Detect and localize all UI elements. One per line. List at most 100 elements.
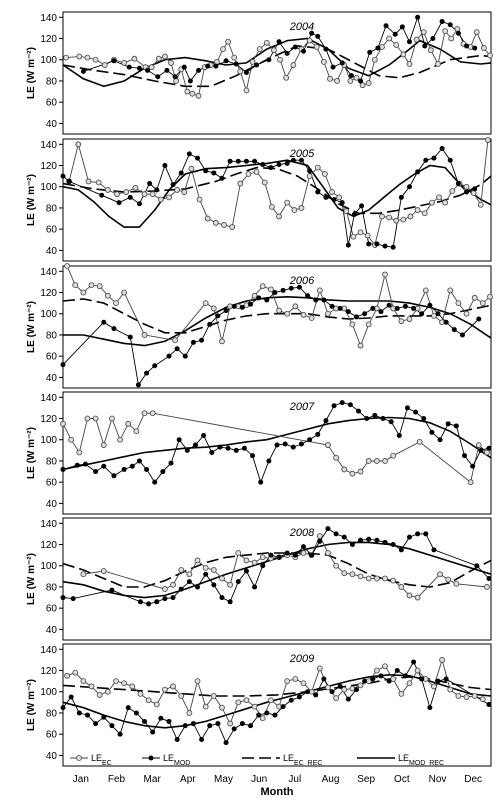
legend-swatch-marker — [76, 755, 82, 761]
mod-point — [101, 463, 107, 469]
ec-point — [333, 454, 340, 461]
ec-point — [406, 680, 413, 687]
ec-point — [210, 567, 217, 573]
mod-point — [74, 462, 80, 468]
mod-point — [378, 309, 384, 315]
series-line-mod — [62, 402, 490, 484]
y-axis-label: LE (W m⁻²) — [26, 174, 37, 226]
ec-point — [76, 53, 83, 60]
mod-point — [470, 463, 476, 469]
ec-point — [227, 581, 234, 588]
ec-point — [442, 28, 449, 34]
ec-point — [284, 310, 291, 317]
ec-point — [162, 586, 168, 592]
mod-point — [111, 58, 117, 64]
ec-point — [261, 179, 268, 186]
mod-point — [413, 409, 419, 415]
y-tick-label: 120 — [40, 414, 57, 425]
ec-point — [85, 178, 92, 185]
ec-point — [227, 720, 234, 727]
mod-point — [348, 73, 354, 79]
ec-point — [166, 194, 172, 201]
mod-point — [154, 599, 160, 605]
ec-point — [277, 56, 283, 63]
mod-point — [423, 531, 429, 537]
mod-point — [235, 579, 241, 585]
mod-point — [455, 30, 461, 36]
mod-point — [223, 308, 229, 314]
mod-point — [60, 705, 66, 711]
mod-point — [315, 431, 321, 437]
ec-point — [210, 305, 217, 312]
panel-frame — [62, 391, 492, 515]
mod-point — [252, 584, 258, 590]
mod-point — [158, 715, 164, 721]
mod-point — [60, 362, 66, 368]
ec-point — [390, 452, 397, 459]
mod-point — [195, 584, 201, 590]
x-tick-label: Sep — [357, 774, 375, 785]
mod-point — [370, 305, 376, 311]
y-tick-label: 140 — [40, 393, 57, 404]
ec-point — [251, 292, 258, 299]
mod-point — [392, 31, 398, 37]
mod-point — [82, 461, 88, 467]
mod-point — [330, 64, 336, 70]
ec-point — [117, 436, 123, 443]
ec-point — [300, 311, 307, 318]
ec-point — [170, 581, 176, 588]
mod-point — [337, 305, 343, 311]
ec-point — [95, 179, 102, 186]
ec-point — [92, 56, 99, 63]
mod-point — [184, 447, 190, 453]
mod-point — [76, 710, 82, 716]
mod-point — [166, 718, 172, 724]
ec-point — [347, 78, 354, 84]
ec-point — [386, 35, 392, 42]
ec-point — [76, 449, 83, 456]
ec-point — [406, 592, 413, 599]
ec-point — [145, 697, 152, 704]
mod-point — [464, 189, 470, 195]
mod-point — [239, 721, 245, 727]
ec-point — [229, 224, 236, 230]
mod-point — [248, 301, 254, 307]
ec-point — [343, 208, 350, 215]
mod-point — [419, 311, 425, 317]
ec-point — [314, 164, 321, 171]
panel-frame — [62, 517, 492, 641]
mod-point — [300, 544, 306, 550]
mod-point — [276, 554, 282, 560]
mod-point — [109, 587, 115, 593]
ec-point — [308, 315, 315, 321]
y-tick-label: 40 — [46, 373, 58, 384]
mod-point — [155, 74, 161, 80]
y-tick-label: 60 — [46, 352, 58, 363]
mod-point — [219, 175, 225, 181]
mod-point — [321, 676, 327, 682]
ec-point — [202, 703, 209, 710]
x-tick-label: Jun — [251, 774, 267, 785]
mod-point — [406, 39, 412, 45]
ec-point — [449, 188, 456, 194]
mod-point — [419, 676, 425, 682]
ec-point — [80, 289, 87, 296]
mod-point — [170, 595, 176, 601]
mod-point — [394, 305, 400, 311]
mod-point — [339, 400, 345, 406]
ec-point — [219, 575, 225, 582]
ec-point — [204, 215, 211, 222]
mod-point — [431, 155, 437, 161]
ec-point — [276, 213, 282, 220]
ec-point — [357, 342, 364, 349]
y-tick-label: 60 — [46, 98, 58, 109]
mod-point — [486, 701, 492, 707]
mod-point — [170, 182, 176, 188]
ec-point — [463, 310, 470, 317]
ec-point — [365, 458, 372, 464]
ec-point — [188, 165, 195, 172]
mod-point — [288, 697, 294, 703]
mod-point — [337, 683, 343, 689]
mod-point — [298, 157, 304, 163]
ec-point — [321, 171, 328, 177]
